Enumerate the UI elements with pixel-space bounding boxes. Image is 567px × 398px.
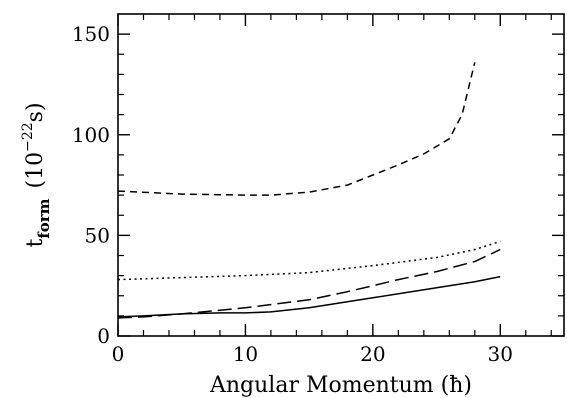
x-axis-title: Angular Momentum (ħ) — [209, 373, 472, 398]
x-tick-label: 30 — [488, 342, 513, 366]
y-axis-title: tform (10−22s) — [20, 102, 53, 247]
y-tick-label: 150 — [72, 22, 110, 46]
series-line-solid — [117, 275, 501, 318]
x-tick-label: 0 — [112, 342, 125, 366]
y-axis-title-exponent: −22 — [20, 122, 36, 152]
y-tick-label: 0 — [97, 324, 110, 348]
series-group — [117, 62, 501, 319]
y-axis-title-main: t — [23, 239, 48, 248]
y-tick-label: 100 — [72, 123, 110, 147]
y-axis-title-unit-open: (10 — [23, 152, 48, 189]
tick-labels: 0 10 20 30 0 50 100 150 — [72, 22, 513, 366]
y-axis-title-unit-close: s) — [23, 102, 48, 122]
series-line-short-dash — [117, 62, 476, 196]
axis-ticks — [117, 14, 564, 337]
y-tick-label: 50 — [85, 223, 110, 247]
series-line-dotted — [117, 240, 501, 281]
x-tick-label: 10 — [233, 342, 258, 366]
y-axis-title-subscript: form — [35, 198, 53, 238]
x-tick-label: 20 — [360, 342, 385, 366]
plot-frame — [117, 13, 565, 337]
